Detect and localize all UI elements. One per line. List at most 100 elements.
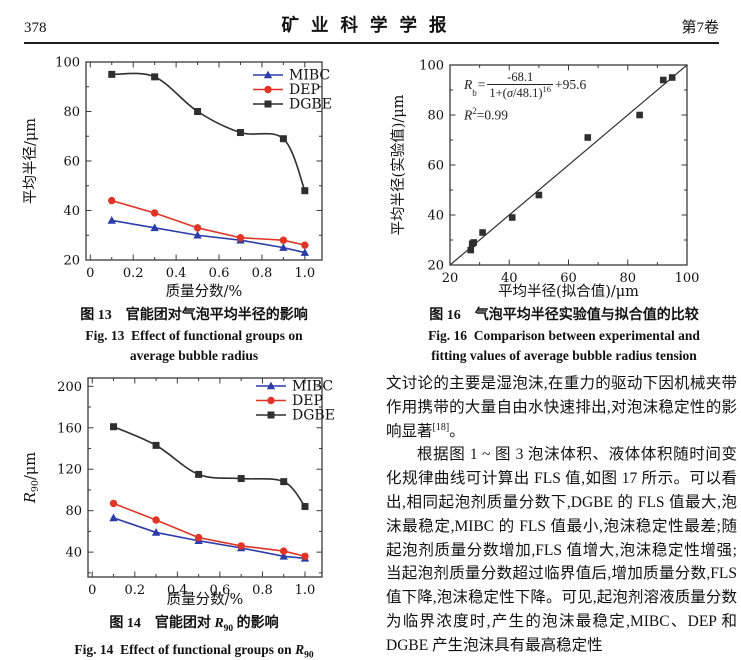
equation-tail: +95.6 [555,77,587,93]
denominator-post: /48.1) [513,86,543,101]
data-point [479,229,486,236]
r2-symbol: R [464,107,473,123]
data-point [668,74,676,81]
figure13-line-chart: 0 0.2 0.4 0.6 0.8 1.0 20 40 60 80 100 质量分数/% 平均半径/μm… [22,56,332,301]
x-tick-label: 0 [86,266,94,281]
reference-citation-18: [18] [432,421,450,433]
denominator-pre: 1+( [489,86,507,101]
r90-subscript: 90 [304,650,314,660]
legend-label-DEP: DEP [289,82,320,98]
x-tick-label: 0.6 [210,583,231,598]
x-axis-label: 平均半径(拟合值)/μm [498,283,639,300]
y-tick-label: 20 [63,254,80,269]
r-squared-value: R2=0.99 [464,106,586,124]
r2-exponent: 2 [472,106,477,117]
r90-subscript: 90 [223,623,234,634]
svg-text:平均半径(实验值)/μm: 平均半径(实验值)/μm [390,94,407,235]
paragraph-text: 文讨论的主要是湿泡沫,在重力的驱动下因机械夹带作用携带的大量自由水快速排出,对泡… [386,375,737,440]
x-tick-label: 20 [442,271,459,286]
figure14-line-chart: 0 0.2 0.4 0.6 0.8 1.0 40 80 120 160 200 质量分数/% R90/μ… [23,377,335,608]
x-tick-label: 0.2 [124,583,145,598]
figure13-caption-zh: 图 13 官能团对气泡平均半径的影响 [80,308,308,323]
paragraph-continuation: 文讨论的主要是湿泡沫,在重力的驱动下因机械夹带作用携带的大量自由水快速排出,对泡… [386,372,737,443]
data-point [470,239,477,246]
y-tick-label: 100 [419,59,444,74]
svg-text:平均半径/μm: 平均半径/μm [22,118,39,204]
figure13-caption-en-line2: average bubble radius [129,348,259,363]
y-tick-label: 60 [427,159,444,174]
series-DEP [108,196,309,249]
caption-text: 图 14 官能团对 [109,616,215,631]
sigma-symbol: σ [506,86,514,101]
y-axis [88,385,322,574]
data-point [584,134,592,141]
x-tick-label: 60 [560,271,577,286]
equation-equals: = [477,77,486,93]
legend-label-DEP: DEP [292,393,323,409]
legend-label-MIBC: MIBC [289,68,330,84]
r2-number: =0.99 [476,107,508,123]
y-axis-label: 平均半径(实验值)/μm [390,94,407,235]
page-header: 378 矿业科学学报 第7卷 [24,12,719,44]
y-tick-label: 80 [63,105,80,120]
y-axis-label: R90/μm [23,452,41,504]
series-DEP [109,499,309,560]
x-tick-label: 1.0 [295,583,316,598]
x-tick-label: 0.4 [167,583,188,598]
fraction-numerator: -68.1 [507,70,534,84]
figure13-caption-en-line1: Fig. 13 Effect of functional groups on [85,328,303,343]
data-point [467,246,475,254]
plot-frame [87,377,323,578]
legend-label-MIBC: MIBC [292,379,333,395]
x-tick-label: 0.4 [166,266,187,281]
legend-label-DGBE: DGBE [292,408,335,424]
y-tick-label: 120 [57,463,82,478]
x-tick-label: 40 [501,271,518,286]
figure16-block: 20 40 60 80 100 20 40 60 80 100 平均半径(拟合值)/μm 平均半径(实… [388,50,740,366]
x-tick-label: 0.2 [123,266,144,281]
fraction-denominator: 1+(σ/48.1)16 [487,84,554,101]
series-DGBE [108,70,309,195]
data-point [508,214,516,221]
data-point [636,111,643,119]
x-tick-label: 0 [88,583,96,598]
caption-text: Fig. 14 Effect of functional groups on [74,641,296,657]
figure16-caption-zh: 图 16 气泡平均半径实验值与拟合值的比较 [429,308,699,323]
y-tick-label: 40 [65,546,82,561]
figure14-caption-en: Fig. 14 Effect of functional groups on R… [20,640,368,660]
paragraph-text: 。 [449,422,465,440]
figure14-block: 0 0.2 0.4 0.6 0.8 1.0 40 80 120 160 200 质量分数/% R90/μ… [20,365,368,660]
y-axis [450,64,687,266]
y-tick-label: 40 [427,209,444,224]
figure13-block: 0 0.2 0.4 0.6 0.8 1.0 20 40 60 80 100 质量分数/% 平均半径/μm… [20,50,368,366]
caption-text: 的影响 [233,616,279,631]
paragraph-fls-discussion: 根据图 1 ~ 图 3 泡沫体积、液体体积随时间变化规律曲线可计算出 FLS 值… [386,446,737,654]
svg-text:R90/μm: R90/μm [23,452,41,504]
x-tick-label: 100 [675,271,700,286]
page-number: 378 [24,20,47,36]
data-point [535,191,543,199]
data-point [660,76,667,84]
equation-subscript: b [472,88,477,99]
article-text-column: 文讨论的主要是湿泡沫,在重力的驱动下因机械夹带作用携带的大量自由水快速排出,对泡… [386,372,737,658]
fit-line [449,64,688,266]
y-tick-label: 160 [57,421,82,436]
y-tick-label: 200 [57,380,82,395]
series-MIBC [109,513,310,562]
x-tick-label: 80 [619,271,636,286]
r90-symbol: R [214,616,224,631]
figure16-caption-en-line2: fitting values of average bubble radius … [431,348,697,363]
y-tick-label: 80 [65,504,82,519]
x-tick-label: 0.6 [209,266,230,281]
series-MIBC [107,216,310,256]
equation-fraction: -68.1 1+(σ/48.1)16 [487,70,554,101]
y-tick-label: 20 [427,259,444,274]
x-axis [91,378,306,577]
figure16-caption-en-line1: Fig. 16 Comparison between experimental … [428,328,700,343]
y-tick-label: 100 [55,56,80,71]
x-axis-label: 质量分数/% [167,591,244,608]
